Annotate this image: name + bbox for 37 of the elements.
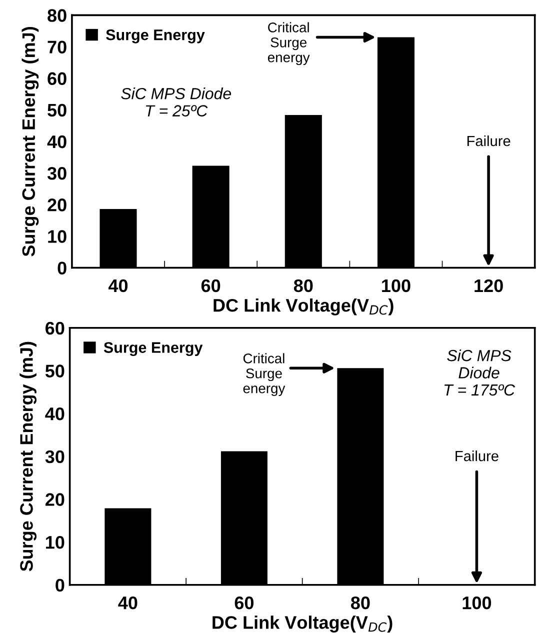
annotation: Failure	[456, 450, 498, 462]
y-tick-label: 20	[45, 493, 64, 506]
x-axis-title: DC Link Voltage(V$_{DC}$)	[212, 616, 392, 633]
x-tick-label: 100	[382, 279, 410, 292]
legend-label: Surge Energy	[104, 342, 203, 356]
y-tick-label: 10	[46, 536, 64, 549]
y-tick-label: 70	[48, 40, 66, 54]
y-tick-label: 0	[58, 262, 66, 274]
annotation: Critical Surge energy	[268, 22, 310, 66]
x-tick-label: 40	[108, 279, 128, 292]
x-tick-label: 40	[118, 596, 138, 610]
y-tick-label: 10	[48, 230, 66, 243]
x-tick-label: 80	[350, 596, 370, 610]
x-tick-label: 100	[462, 596, 492, 610]
legend-label: Surge Energy	[106, 29, 205, 44]
y-tick-label: 40	[47, 135, 66, 148]
x-tick-label: 60	[234, 596, 254, 610]
y-tick-label: 50	[48, 104, 66, 117]
x-tick-label: 60	[201, 279, 220, 292]
annotation: SiC MPS Diode T = 25ºC	[121, 88, 231, 116]
x-tick-label: 80	[294, 279, 313, 292]
annotation: Critical Surge energy	[243, 353, 286, 396]
y-tick-label: 0	[56, 578, 64, 592]
y-tick-label: 60	[46, 322, 64, 335]
y-tick-label: 40	[45, 407, 64, 420]
x-tick-label: 120	[474, 279, 503, 292]
y-tick-label: 30	[45, 450, 64, 464]
annotation: Failure	[467, 135, 510, 146]
annotation: SiC MPS Diode T = 175ºC	[444, 350, 516, 396]
y-tick-label: 30	[47, 166, 66, 180]
y-axis-title: Surge Current Energy (mJ)	[20, 342, 37, 572]
y-tick-label: 20	[48, 198, 66, 212]
y-axis-title: Surge Current Energy (mJ)	[22, 26, 39, 256]
y-tick-label: 80	[48, 9, 66, 22]
y-tick-label: 50	[45, 364, 64, 378]
y-tick-label: 60	[48, 72, 66, 86]
x-axis-title: DC Link Voltage(V$_{DC}$)	[214, 298, 394, 316]
